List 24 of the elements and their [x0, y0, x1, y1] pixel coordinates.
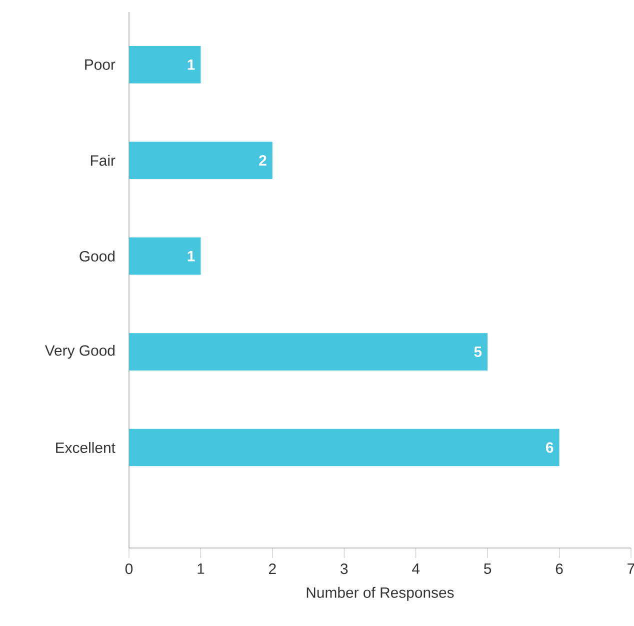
bar	[129, 333, 488, 370]
x-tick-label: 6	[556, 564, 563, 574]
x-tick-label: 5	[484, 564, 492, 574]
x-tick-label: 0	[125, 564, 133, 574]
y-tick-label: Excellent	[56, 442, 116, 453]
data-label: 2	[259, 155, 266, 166]
x-axis-title: Number of Responses	[306, 586, 454, 601]
y-tick-label: Fair	[90, 154, 116, 166]
y-tick-label: Good	[80, 250, 115, 262]
x-tick-label: 4	[412, 564, 420, 574]
bar	[129, 46, 201, 84]
x-tick-label: 7	[628, 564, 634, 574]
data-label: 1	[188, 250, 195, 262]
x-tick-label: 3	[340, 564, 348, 574]
data-label: 5	[474, 346, 482, 357]
data-label: 1	[188, 60, 195, 70]
bar	[129, 142, 272, 180]
data-label: 6	[546, 442, 554, 453]
x-tick-label: 2	[269, 564, 276, 574]
x-tick-label: 1	[198, 564, 204, 574]
bar	[129, 237, 201, 275]
y-tick-label: Very Good	[44, 344, 114, 359]
y-tick-label: Poor	[85, 59, 116, 70]
bar	[129, 428, 560, 466]
